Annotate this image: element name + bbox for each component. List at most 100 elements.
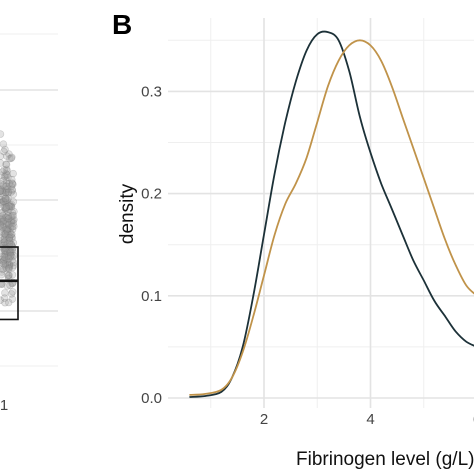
jitter-point	[9, 261, 18, 270]
jitter-point	[7, 222, 15, 230]
jitter-point	[2, 160, 11, 169]
jitter-point	[8, 225, 17, 234]
jitter-point	[6, 248, 14, 257]
jitter-point	[6, 249, 14, 257]
jitter-point	[2, 188, 10, 196]
jitter-point	[1, 254, 10, 262]
jitter-point	[1, 189, 10, 197]
jitter-point	[2, 165, 11, 174]
jitter-point	[2, 179, 11, 188]
jitter-point	[5, 264, 13, 272]
jitter-point	[3, 224, 12, 233]
jitter-point	[2, 160, 10, 168]
jitter-point	[0, 197, 7, 205]
jitter-point	[0, 140, 8, 148]
y-tick-label: 0.3	[141, 83, 162, 100]
jitter-point	[1, 251, 9, 259]
jitter-point	[8, 175, 16, 184]
jitter-point	[10, 207, 18, 216]
jitter-point	[2, 213, 10, 222]
jitter-point	[0, 260, 8, 268]
jitter-point	[8, 234, 16, 242]
jitter-point	[8, 288, 17, 296]
jitter-point	[1, 145, 9, 154]
jitter-point	[7, 216, 16, 225]
jitter-point	[4, 174, 12, 182]
jitter-point	[0, 238, 9, 246]
jitter-point	[0, 296, 4, 304]
jitter-point	[0, 222, 5, 230]
jitter-point	[2, 203, 11, 211]
jitter-point	[3, 258, 12, 266]
jitter-point	[7, 224, 15, 232]
jitter-point	[10, 216, 18, 224]
jitter-point	[6, 220, 14, 228]
jitter-point	[7, 154, 16, 163]
jitter-point	[5, 247, 14, 256]
jitter-point	[4, 225, 12, 234]
jitter-point	[0, 271, 5, 279]
jitter-point	[2, 186, 11, 194]
jitter-point	[0, 220, 5, 229]
jitter-point	[0, 256, 8, 264]
jitter-point	[0, 218, 5, 226]
jitter-point	[0, 256, 5, 264]
jitter-point	[6, 154, 14, 163]
jitter-point	[4, 189, 12, 197]
jitter-point	[0, 228, 6, 236]
jitter-point	[0, 199, 4, 207]
x-tick-label: 4	[366, 411, 374, 428]
jitter-point	[2, 204, 11, 213]
jitter-point	[0, 252, 7, 261]
jitter-point	[8, 180, 17, 188]
jitter-point	[0, 223, 7, 232]
jitter-point	[1, 233, 9, 242]
jitter-point	[3, 255, 11, 264]
jitter-point	[5, 205, 13, 213]
jitter-point	[3, 225, 11, 234]
panel-a-jitter-points	[0, 130, 18, 307]
jitter-point	[2, 177, 11, 185]
jitter-point	[2, 194, 10, 203]
jitter-point	[6, 201, 15, 209]
jitter-point	[8, 222, 17, 231]
jitter-point	[0, 249, 6, 257]
jitter-point	[7, 212, 15, 221]
panel-a: 1	[0, 33, 58, 414]
jitter-point	[2, 182, 11, 191]
jitter-point	[0, 197, 8, 206]
jitter-point	[3, 282, 11, 290]
jitter-point	[2, 196, 11, 204]
jitter-point	[1, 194, 10, 203]
jitter-point	[2, 213, 11, 222]
panel-b-y-ticks: 0.0 0.1 0.2 0.3	[141, 83, 162, 407]
jitter-point	[0, 226, 8, 235]
jitter-point	[8, 179, 16, 187]
jitter-point	[5, 262, 14, 271]
jitter-point	[3, 167, 11, 175]
jitter-point	[3, 227, 11, 235]
jitter-point	[0, 238, 8, 246]
jitter-point	[0, 209, 7, 217]
jitter-point	[0, 172, 9, 181]
jitter-point	[5, 261, 13, 269]
jitter-point	[4, 298, 13, 307]
jitter-point	[6, 253, 14, 261]
jitter-point	[4, 212, 12, 220]
jitter-point	[4, 215, 13, 223]
jitter-point	[0, 190, 8, 199]
panel-a-grid	[0, 33, 58, 367]
jitter-point	[7, 230, 15, 239]
jitter-point	[0, 294, 9, 302]
jitter-point	[0, 147, 8, 156]
jitter-point	[5, 179, 14, 188]
jitter-point	[5, 221, 13, 229]
jitter-point	[5, 265, 13, 273]
jitter-point	[0, 220, 8, 228]
jitter-point	[0, 230, 9, 238]
jitter-point	[0, 176, 8, 185]
jitter-point	[7, 203, 16, 211]
jitter-point	[0, 195, 5, 204]
panel-b-x-ticks: 2 4 6	[260, 411, 474, 428]
jitter-point	[2, 247, 10, 256]
